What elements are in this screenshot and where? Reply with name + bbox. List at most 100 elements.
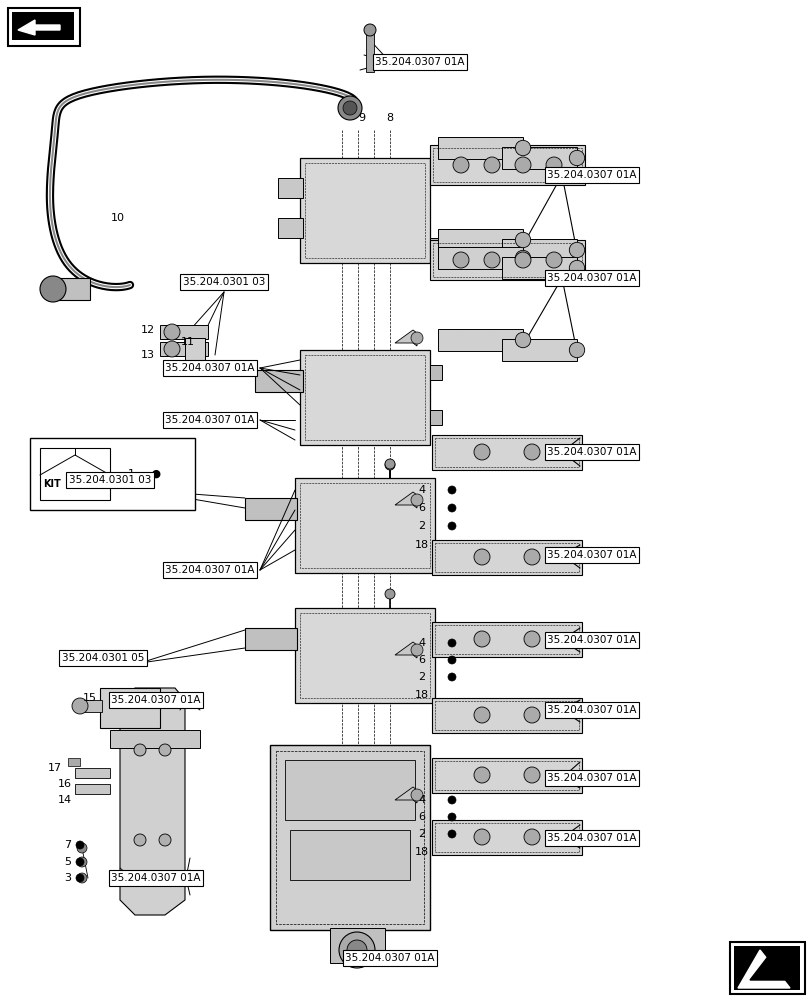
- Polygon shape: [749, 954, 784, 980]
- Text: 35.204.0301 03: 35.204.0301 03: [69, 475, 151, 485]
- Text: 10: 10: [111, 213, 125, 223]
- Circle shape: [76, 841, 84, 849]
- Circle shape: [77, 857, 87, 867]
- Bar: [431, 820, 581, 855]
- Text: 35.204.0307 01A: 35.204.0307 01A: [111, 873, 200, 883]
- Text: 4: 4: [418, 638, 425, 648]
- Bar: [501, 239, 577, 261]
- Text: 1 = ●: 1 = ●: [128, 469, 161, 479]
- Bar: [40, 448, 109, 500]
- Text: 5: 5: [64, 857, 71, 867]
- Text: 8: 8: [386, 113, 393, 123]
- Polygon shape: [394, 330, 417, 346]
- Circle shape: [448, 796, 456, 804]
- Circle shape: [523, 767, 539, 783]
- Text: 4: 4: [418, 485, 425, 495]
- Polygon shape: [18, 20, 60, 35]
- Circle shape: [337, 96, 362, 120]
- Bar: [299, 613, 430, 698]
- Circle shape: [483, 252, 500, 268]
- Circle shape: [523, 631, 539, 647]
- Text: 16: 16: [58, 779, 72, 789]
- Text: 6: 6: [418, 655, 425, 665]
- Circle shape: [76, 874, 84, 882]
- Circle shape: [164, 341, 180, 357]
- Polygon shape: [394, 492, 417, 508]
- Circle shape: [410, 332, 423, 344]
- Circle shape: [523, 829, 539, 845]
- Circle shape: [523, 444, 539, 460]
- Circle shape: [448, 656, 456, 664]
- Text: 13: 13: [141, 350, 155, 360]
- Bar: [431, 622, 581, 657]
- Text: 35.204.0307 01A: 35.204.0307 01A: [165, 415, 255, 425]
- Text: 35.204.0307 01A: 35.204.0307 01A: [111, 695, 200, 705]
- Text: 35.204.0301 03: 35.204.0301 03: [182, 277, 265, 287]
- Bar: [435, 701, 578, 730]
- Bar: [430, 158, 441, 173]
- Polygon shape: [12, 12, 74, 40]
- Bar: [100, 688, 160, 728]
- Circle shape: [338, 932, 375, 968]
- Text: 35.204.0307 01A: 35.204.0307 01A: [165, 565, 255, 575]
- Bar: [245, 628, 297, 650]
- Polygon shape: [737, 950, 789, 988]
- Polygon shape: [394, 642, 417, 658]
- Text: 3: 3: [64, 873, 71, 883]
- Circle shape: [474, 767, 489, 783]
- Circle shape: [77, 873, 87, 883]
- Bar: [729, 942, 804, 994]
- Circle shape: [448, 813, 456, 821]
- Text: 2: 2: [418, 521, 425, 531]
- Circle shape: [474, 631, 489, 647]
- Circle shape: [346, 940, 367, 960]
- Circle shape: [515, 250, 530, 266]
- Bar: [305, 163, 424, 258]
- Bar: [245, 498, 297, 520]
- Bar: [437, 329, 522, 351]
- Text: 35.204.0307 01A: 35.204.0307 01A: [375, 57, 464, 67]
- Circle shape: [448, 830, 456, 838]
- Circle shape: [453, 252, 469, 268]
- Polygon shape: [120, 688, 185, 915]
- Circle shape: [40, 276, 66, 302]
- Circle shape: [569, 260, 584, 276]
- Bar: [299, 350, 430, 445]
- Bar: [431, 758, 581, 793]
- Text: KIT: KIT: [43, 479, 61, 489]
- Circle shape: [448, 673, 456, 681]
- Circle shape: [159, 744, 171, 756]
- Circle shape: [134, 834, 146, 846]
- Circle shape: [384, 460, 394, 470]
- Bar: [277, 178, 303, 198]
- Bar: [75, 784, 109, 794]
- Bar: [255, 370, 303, 392]
- Text: 11: 11: [181, 337, 195, 347]
- Bar: [431, 698, 581, 733]
- Text: 4: 4: [418, 795, 425, 805]
- Circle shape: [448, 504, 456, 512]
- Bar: [299, 158, 430, 263]
- Circle shape: [410, 789, 423, 801]
- Bar: [430, 145, 584, 185]
- Bar: [285, 760, 414, 820]
- Text: 35.204.0307 01A: 35.204.0307 01A: [547, 773, 636, 783]
- Bar: [80, 700, 102, 712]
- Text: 6: 6: [418, 503, 425, 513]
- Circle shape: [523, 707, 539, 723]
- Bar: [185, 338, 204, 360]
- Bar: [294, 478, 435, 573]
- Text: 6: 6: [418, 812, 425, 822]
- Bar: [437, 137, 522, 159]
- Circle shape: [545, 157, 561, 173]
- Text: 15: 15: [83, 693, 97, 703]
- Circle shape: [164, 324, 180, 340]
- Circle shape: [72, 698, 88, 714]
- Bar: [430, 238, 441, 253]
- Text: 35.204.0307 01A: 35.204.0307 01A: [547, 273, 636, 283]
- Circle shape: [77, 843, 87, 853]
- Bar: [366, 32, 374, 72]
- Bar: [276, 751, 423, 924]
- Bar: [299, 483, 430, 568]
- Bar: [50, 278, 90, 300]
